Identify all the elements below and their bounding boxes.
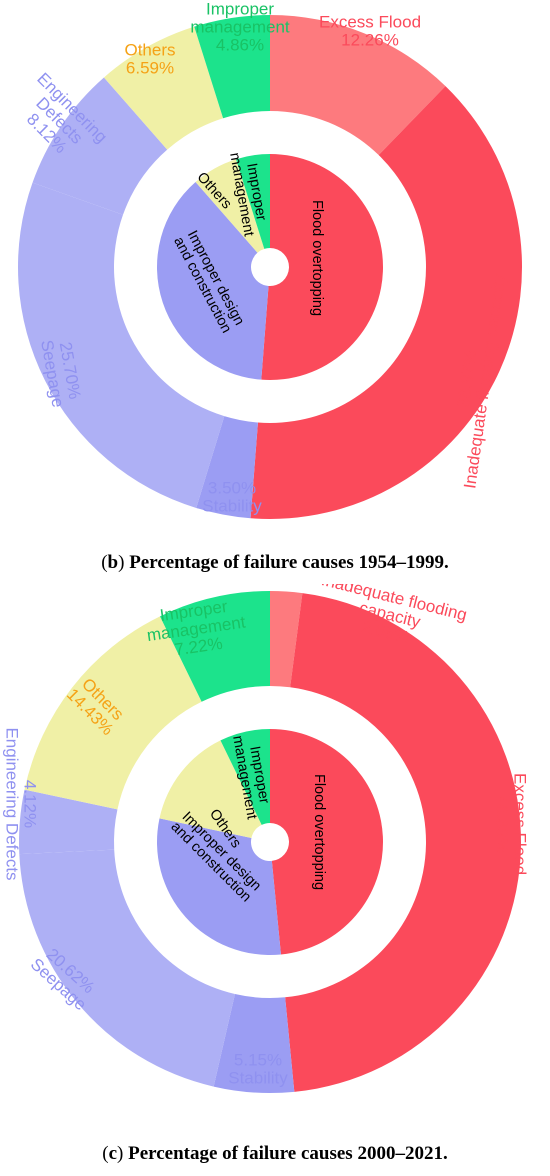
outer-label-excess-flood-b: Excess Flood 12.26% bbox=[319, 12, 421, 49]
outer-slice-stability-b bbox=[196, 416, 258, 519]
inner-slice-others-b bbox=[195, 159, 265, 253]
inner-slice-improper-design-and-construction-b bbox=[156, 182, 269, 380]
caption-b-text: Percentage of failure causes 1954–1999. bbox=[129, 552, 449, 573]
outer-slice-seepage-b bbox=[17, 182, 225, 508]
outer-slice-inadequate-flooding-capacity-b bbox=[250, 86, 523, 519]
outer-label-excess-flood-c: Excess Flood46.39% bbox=[493, 773, 530, 875]
caption-b: (b) Percentage of failure causes 1954–19… bbox=[101, 552, 449, 573]
inner-slice-improper-management-b bbox=[236, 154, 270, 249]
outer-slice-engineering-defects-c bbox=[18, 789, 118, 855]
caption-c-text: Percentage of failure causes 2000–2021. bbox=[128, 1143, 448, 1164]
inner-slice-others-c bbox=[159, 740, 262, 839]
outer-label-improper-management-c: Impropermanagement7.22% bbox=[143, 595, 249, 663]
outer-slice-others-c bbox=[24, 616, 202, 810]
caption-c: (c) Percentage of failure causes 2000–20… bbox=[102, 1143, 448, 1164]
inner-slice-flood-overtopping-c bbox=[270, 729, 383, 955]
outer-slice-improper-management-c bbox=[159, 591, 270, 702]
outer-labels-c: Inadequate floodingcapacity2.06%Excess F… bbox=[3, 584, 530, 1087]
outer-slice-others-b bbox=[103, 26, 224, 150]
outer-label-improper-management-b: Improper management 4.86% bbox=[190, 0, 290, 54]
outer-slice-stability-c bbox=[213, 994, 295, 1093]
outer-ring-b bbox=[17, 15, 523, 519]
outer-label-others-b: Others 6.59% bbox=[124, 40, 175, 77]
outer-slice-engineering-defects-b bbox=[32, 77, 168, 215]
inner-label-flood-overtopping-b: Flood overtopping bbox=[309, 200, 325, 316]
outer-slice-improper-management-b bbox=[194, 15, 270, 119]
outer-slice-inadequate-flooding-capacity-c bbox=[270, 591, 303, 688]
outer-slice-excess-flood-b bbox=[270, 15, 446, 156]
inner-slice-flood-overtopping-b bbox=[261, 154, 383, 380]
inner-slice-improper-management-c bbox=[220, 729, 270, 825]
outer-ring-c bbox=[18, 591, 522, 1093]
caption-c-letter: c bbox=[108, 1143, 118, 1164]
outer-slice-seepage-c bbox=[19, 849, 235, 1087]
outer-slice-excess-flood-c bbox=[285, 593, 522, 1092]
outer-label-stability-c: 5.15% Stability bbox=[228, 1050, 288, 1087]
inner-slice-improper-design-and-construction-c bbox=[156, 818, 281, 955]
outer-label-engineering-defects-c: 4.12%Engineering Defects bbox=[3, 727, 40, 880]
caption-b-letter: b bbox=[107, 552, 119, 573]
inner-ring-b bbox=[156, 154, 383, 380]
inner-label-flood-overtopping-c: Flood overtopping bbox=[311, 774, 327, 890]
inner-ring-c bbox=[156, 729, 383, 955]
outer-label-stability-b: 3.50% Stability bbox=[202, 478, 262, 515]
